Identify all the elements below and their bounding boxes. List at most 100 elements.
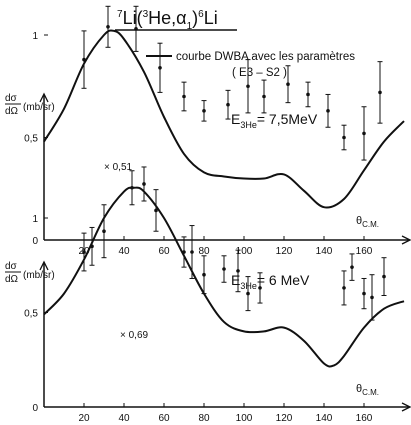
y-axis-arrow-top [39, 92, 49, 103]
data-point [141, 166, 147, 202]
energy-label-top: E3He= 7,5MeV [231, 111, 318, 130]
data-marker [82, 57, 86, 62]
x-tick-label: 160 [356, 246, 373, 257]
dwba-curve-line [43, 29, 405, 209]
x-label-sub-top: C.M. [362, 220, 379, 229]
x-label-theta-bottom: θ [356, 383, 362, 395]
y-axis-arrow-bottom [39, 260, 49, 271]
title-mass-3: 3 [143, 9, 149, 20]
data-marker [190, 250, 194, 254]
dwba-curve-top [43, 29, 405, 209]
x-tick-label: 140 [316, 246, 333, 257]
data-point [133, 5, 139, 52]
data-marker [90, 244, 94, 249]
figure-title: 7Li(3He,α1)6Li [115, 8, 237, 32]
x-axis-arrow-top [401, 235, 411, 245]
data-marker [326, 109, 330, 113]
data-point [381, 257, 387, 296]
data-marker [236, 269, 240, 273]
data-point [349, 253, 355, 281]
energy-label-bottom: E3He= 6 MeV [231, 272, 310, 291]
y-tick-label: 1 [32, 31, 38, 42]
data-marker [182, 94, 186, 99]
data-point [341, 124, 347, 151]
data-point [245, 276, 251, 312]
title-he: He, [148, 8, 176, 28]
title-li: Li( [123, 8, 143, 28]
dwba-curve-line [43, 186, 405, 368]
data-point [341, 270, 347, 306]
data-marker [246, 291, 250, 296]
data-marker [106, 25, 110, 29]
data-marker [102, 229, 106, 234]
x-tick-label: 80 [198, 413, 210, 424]
energy-value-bottom: = 6 MeV [257, 272, 310, 288]
title-mass-6: 6 [198, 9, 204, 20]
data-point [201, 100, 207, 122]
title-li-final: Li [204, 8, 218, 28]
energy-value-top: = 7,5MeV [257, 111, 318, 127]
data-marker [342, 135, 346, 140]
legend-text: courbe DWBA avec les paramètres [176, 51, 355, 63]
data-point [153, 189, 159, 232]
data-marker [130, 185, 134, 190]
data-point [361, 277, 367, 310]
data-marker [142, 182, 146, 186]
legend: courbe DWBA avec les paramètres ( E3 – S… [146, 51, 355, 79]
scale-label-bottom: × 0,69 [120, 330, 149, 341]
data-marker [134, 27, 138, 31]
data-marker [82, 250, 86, 254]
data-marker [154, 208, 158, 213]
data-point [285, 65, 291, 104]
energy-sub-bottom: 3He [240, 281, 257, 291]
data-point [89, 226, 95, 266]
data-marker [202, 109, 206, 113]
x-tick-label: 100 [236, 246, 253, 257]
x-tick-label: 140 [316, 413, 333, 424]
data-point [129, 170, 135, 206]
x-tick-label: 120 [276, 413, 293, 424]
scale-label-top: × 0,51 [104, 162, 133, 173]
x-tick-label: 80 [198, 246, 210, 257]
x-tick-label: 40 [118, 413, 130, 424]
dwba-curve-bottom [43, 186, 405, 368]
legend-params: ( E3 – S2 ) [232, 67, 287, 79]
data-point [105, 5, 111, 48]
data-marker [382, 274, 386, 279]
data-marker [362, 131, 366, 136]
data-marker [262, 94, 266, 99]
ticks-bottom: 20 40 60 80 100 120 140 160 0 0,5 1 [24, 214, 373, 424]
x-tick-label: 100 [236, 413, 253, 424]
x-tick-label: 120 [276, 246, 293, 257]
x-tick-label: 40 [118, 246, 130, 257]
data-marker [350, 265, 354, 269]
title-alpha-sub: 1 [187, 21, 193, 32]
data-marker [370, 295, 374, 300]
x-tick-label: 20 [78, 413, 90, 424]
data-point [257, 272, 263, 304]
data-point [81, 30, 87, 89]
data-point [305, 81, 311, 108]
x-label-bottom: θC.M. [356, 383, 379, 397]
data-point [369, 274, 375, 321]
title-close: ) [192, 8, 198, 28]
data-marker [378, 90, 382, 95]
data-point [201, 255, 207, 295]
data-point [377, 61, 383, 124]
y-tick-label: 0 [32, 236, 38, 247]
y-tick-label: 1 [32, 214, 38, 225]
data-point [221, 255, 227, 283]
data-marker [246, 84, 250, 89]
energy-sub-top: 3He [240, 120, 257, 130]
y-label-den-bottom: dΩ [5, 274, 19, 285]
y-label-unit-bottom: (mb/sr) [23, 270, 55, 281]
title-alpha: α [176, 8, 186, 28]
energy-e-bottom: E [231, 272, 240, 288]
data-point [225, 89, 231, 120]
x-tick-label: 60 [158, 413, 170, 424]
data-point [81, 232, 87, 272]
data-marker [286, 82, 290, 86]
